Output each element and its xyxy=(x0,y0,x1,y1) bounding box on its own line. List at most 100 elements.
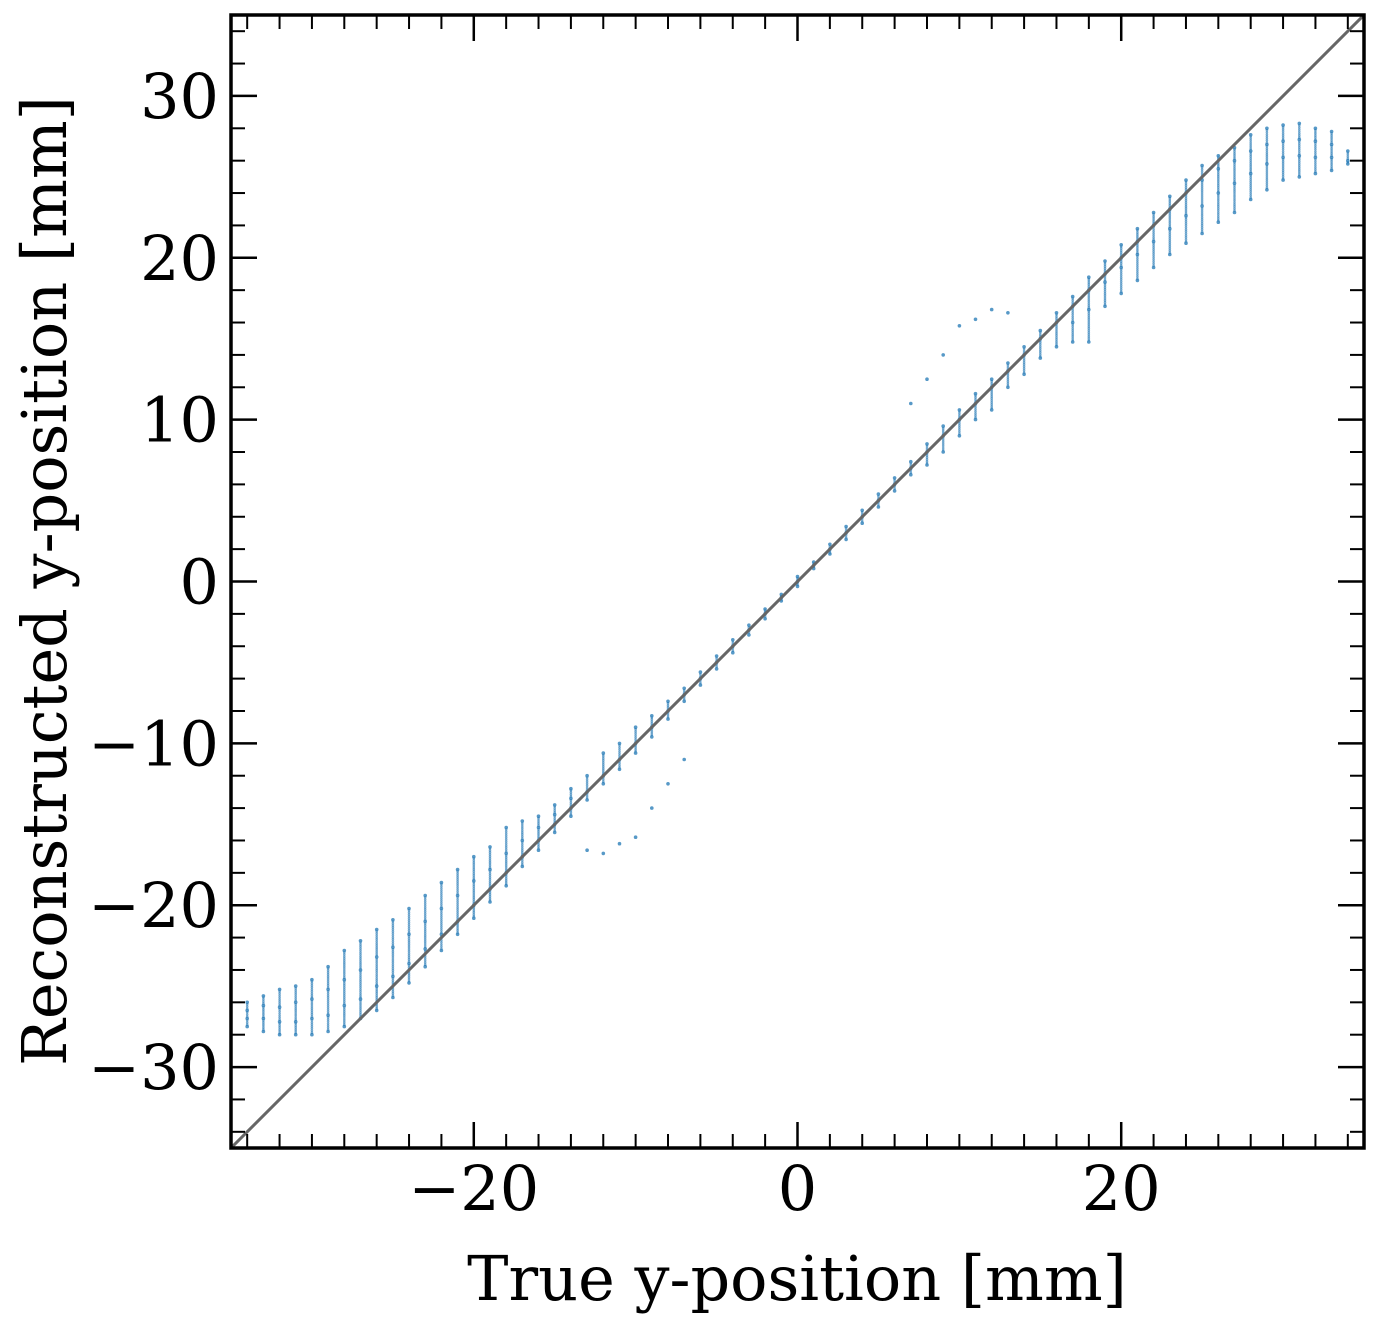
scatter-point xyxy=(1233,201,1236,205)
scatter-point xyxy=(472,870,476,873)
scatter-point xyxy=(1217,213,1220,216)
y-axis-label: Reconstructed y-position [mm] xyxy=(8,96,81,1066)
scatter-point xyxy=(423,959,427,963)
scatter-point xyxy=(294,999,298,1002)
scatter-point xyxy=(1087,333,1091,336)
scatter-point xyxy=(1071,329,1074,332)
scatter-point xyxy=(585,848,589,852)
scatter-point xyxy=(310,984,314,987)
scatter-point xyxy=(941,424,945,428)
scatter-point xyxy=(731,650,735,655)
scatter-point xyxy=(1119,290,1123,293)
scatter-point xyxy=(407,973,411,977)
scatter-point xyxy=(1070,320,1075,325)
scatter-point xyxy=(1087,340,1091,344)
scatter-point xyxy=(358,939,363,943)
scatter-point xyxy=(1022,363,1026,366)
scatter-point xyxy=(602,759,605,762)
scatter-point xyxy=(618,748,621,751)
scatter-point xyxy=(472,916,476,920)
scatter-point xyxy=(504,859,508,863)
scatter-point xyxy=(1152,220,1155,223)
scatter-point xyxy=(1168,245,1172,248)
scatter-point xyxy=(1298,126,1301,129)
scatter-point xyxy=(1233,189,1236,193)
scatter-point xyxy=(1152,236,1155,239)
scatter-point xyxy=(375,982,379,986)
scatter-point xyxy=(552,812,557,817)
scatter-point xyxy=(1200,208,1204,212)
scatter-point xyxy=(1281,169,1285,172)
scatter-point xyxy=(633,751,638,755)
scatter-point xyxy=(1184,213,1188,218)
scatter-point xyxy=(1184,234,1188,237)
scatter-point xyxy=(440,895,443,898)
scatter-point xyxy=(1152,218,1155,222)
scatter-point xyxy=(456,914,459,917)
scatter-point xyxy=(1216,220,1221,224)
scatter-point xyxy=(359,958,362,962)
scatter-point xyxy=(423,945,427,949)
scatter-point xyxy=(440,887,443,890)
scatter-point xyxy=(1249,164,1252,168)
scatter-point xyxy=(359,962,362,966)
scatter-point xyxy=(1249,159,1252,162)
scatter-point xyxy=(844,537,848,542)
scatter-point xyxy=(1168,200,1172,204)
scatter-point xyxy=(440,905,443,908)
scatter-point xyxy=(504,825,509,830)
scatter-point xyxy=(1152,262,1155,265)
scatter-point xyxy=(553,827,556,830)
scatter-point xyxy=(650,722,654,725)
scatter-point xyxy=(343,966,346,970)
scatter-point xyxy=(423,963,427,966)
scatter-point xyxy=(391,959,395,963)
scatter-point xyxy=(375,940,379,943)
scatter-point xyxy=(1006,311,1010,315)
scatter-point xyxy=(423,908,427,911)
scatter-point xyxy=(634,731,637,735)
scatter-point xyxy=(1006,383,1010,387)
scatter-point xyxy=(310,1016,314,1021)
scatter-point xyxy=(618,766,621,769)
scatter-point xyxy=(262,998,265,1001)
scatter-point xyxy=(1346,155,1350,159)
scatter-point xyxy=(1217,199,1220,203)
scatter-point xyxy=(1168,211,1172,215)
scatter-point xyxy=(1249,141,1252,145)
scatter-point xyxy=(310,1003,314,1007)
scatter-point xyxy=(359,992,362,995)
scatter-point xyxy=(391,918,395,922)
scatter-point xyxy=(1217,180,1220,184)
scatter-point xyxy=(1087,314,1091,317)
scatter-point xyxy=(310,992,314,995)
scatter-point xyxy=(1314,138,1317,141)
scatter-point xyxy=(245,1024,249,1029)
scatter-point xyxy=(1281,139,1285,143)
scatter-point xyxy=(294,1029,298,1033)
scatter-point xyxy=(472,892,476,896)
scatter-point xyxy=(262,1020,265,1024)
scatter-point xyxy=(245,1000,249,1005)
scatter-point xyxy=(634,729,637,733)
scatter-point xyxy=(391,932,395,935)
scatter-point xyxy=(1103,297,1107,301)
scatter-point xyxy=(343,958,346,962)
scatter-point xyxy=(1152,252,1155,255)
scatter-point xyxy=(1022,369,1026,372)
scatter-point xyxy=(342,1024,347,1029)
scatter-point xyxy=(990,397,993,400)
scatter-point xyxy=(876,505,881,509)
scatter-point xyxy=(973,391,978,396)
scatter-point xyxy=(326,1002,330,1005)
scatter-point xyxy=(375,949,379,953)
scatter-point xyxy=(326,1028,330,1031)
scatter-point xyxy=(391,926,395,929)
scatter-point xyxy=(391,980,395,984)
scatter-point xyxy=(310,1001,314,1005)
scatter-point xyxy=(1135,226,1140,231)
scatter-point xyxy=(343,1000,346,1003)
scatter-point xyxy=(633,725,638,729)
scatter-point xyxy=(310,1023,314,1026)
scatter-point xyxy=(618,762,621,765)
